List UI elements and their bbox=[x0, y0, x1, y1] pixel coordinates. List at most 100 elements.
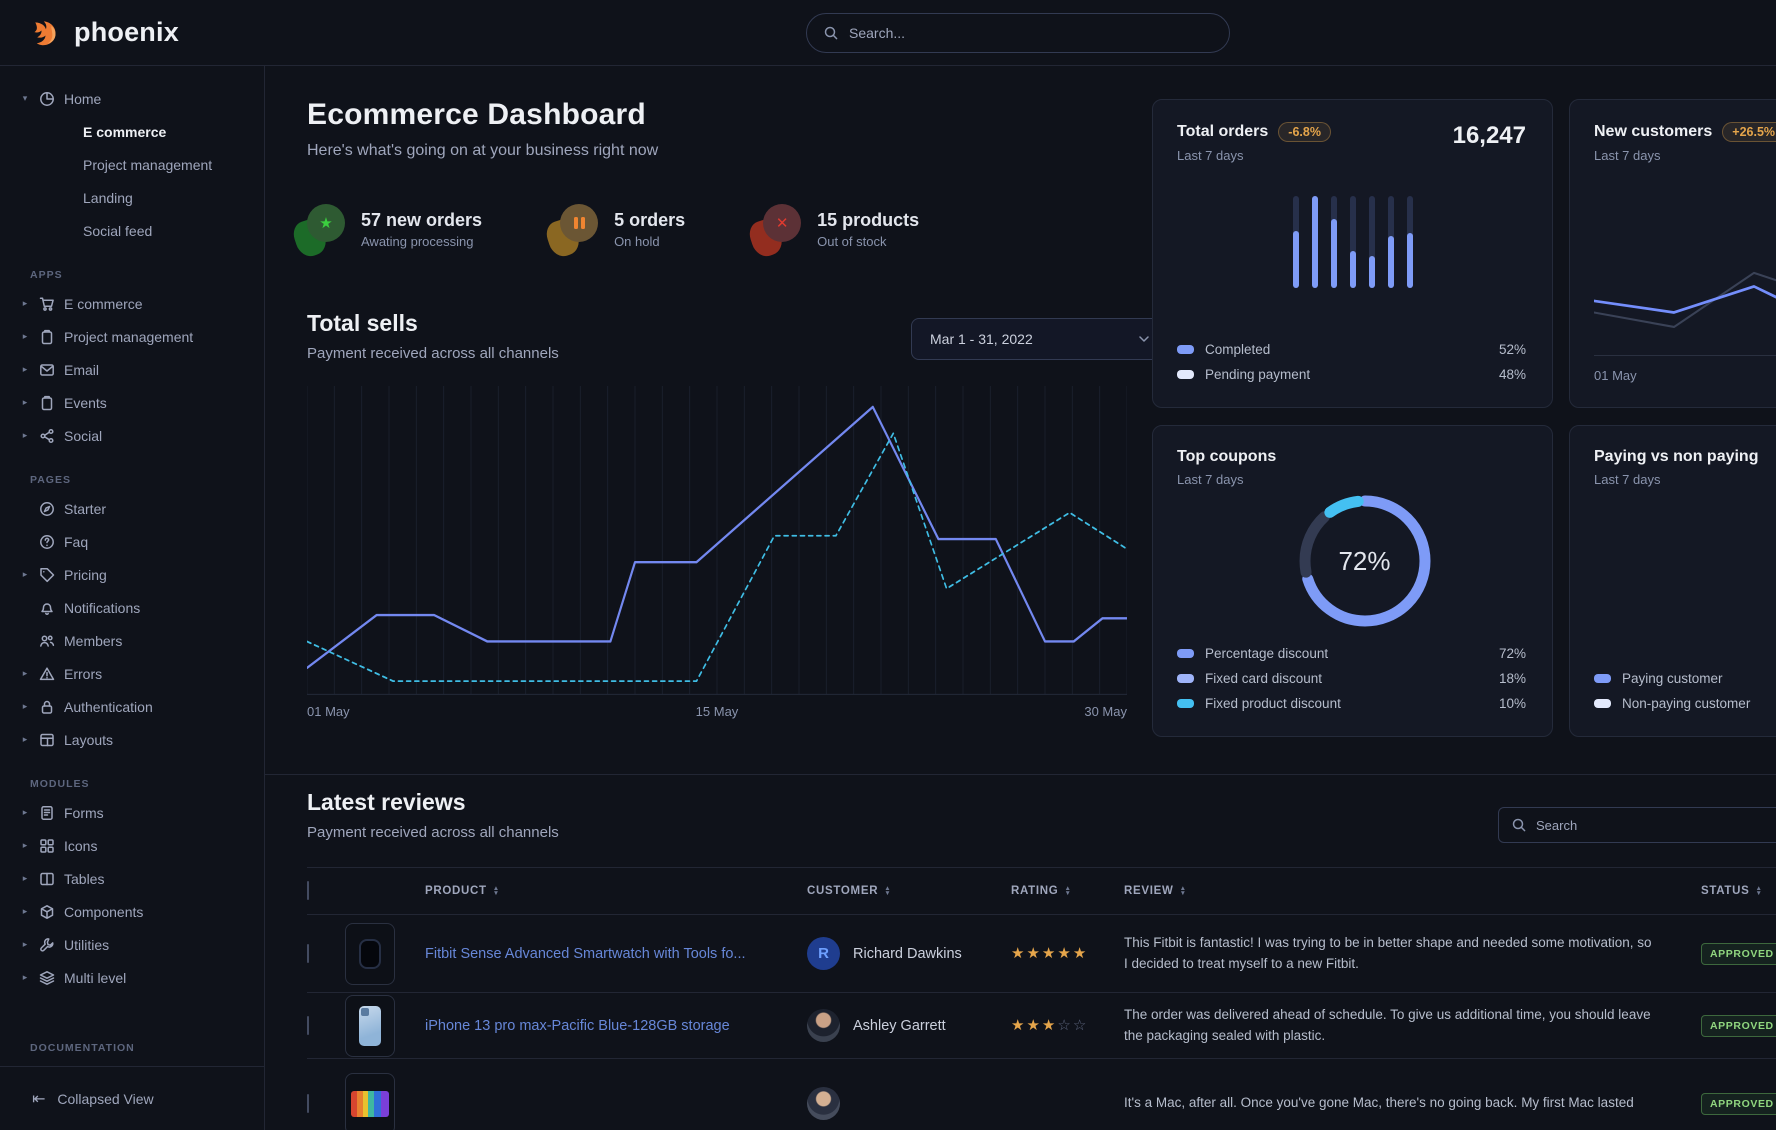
collapsed-view-label: Collapsed View bbox=[57, 1090, 154, 1107]
legend-swatch bbox=[1177, 649, 1194, 658]
stat-subtitle: On hold bbox=[614, 233, 660, 249]
card-legend: Completed 52% Pending payment 48% bbox=[1177, 337, 1526, 387]
brand-name: phoenix bbox=[74, 17, 179, 47]
sidebar-item-e-commerce[interactable]: ▸ E commerce bbox=[20, 287, 246, 320]
collapse-left-icon: ⇤ bbox=[32, 1090, 46, 1108]
sidebar-item-notifications[interactable]: ▸Notifications bbox=[20, 591, 246, 624]
card-paying-vs-non-paying: Paying vs non paying Last 7 days Paying cu… bbox=[1569, 425, 1776, 737]
sidebar-item-project-management[interactable]: Project management bbox=[83, 156, 213, 173]
stat-item: ✕ 15 products Out of stock bbox=[746, 200, 919, 260]
sort-icon[interactable]: ▲ ▼ bbox=[1179, 885, 1187, 897]
caret-right-icon: ▸ bbox=[22, 873, 28, 883]
sidebar-item-e-commerce[interactable]: E commerce bbox=[83, 123, 167, 140]
column-header-rating[interactable]: RATING ▲ ▼ bbox=[1011, 885, 1072, 897]
sort-icon[interactable]: ▲ ▼ bbox=[1064, 885, 1072, 897]
legend-row: Fixed card discount 18% bbox=[1177, 666, 1526, 691]
brand-logo[interactable]: phoenix bbox=[30, 16, 179, 50]
column-header-status[interactable]: STATUS ▲ ▼ bbox=[1701, 885, 1763, 897]
select-all-checkbox[interactable] bbox=[307, 881, 309, 900]
legend-row: Paying customer bbox=[1594, 666, 1776, 691]
card-period: Last 7 days bbox=[1594, 472, 1661, 487]
product-thumbnail[interactable] bbox=[345, 922, 395, 985]
row-checkbox[interactable] bbox=[307, 943, 309, 963]
sidebar-item-home[interactable]: ▾ Home bbox=[20, 82, 246, 115]
sidebar-item-project-management[interactable]: ▸ Project management bbox=[20, 320, 246, 353]
sidebar-item-tables[interactable]: ▸ Tables bbox=[20, 862, 246, 895]
row-checkbox[interactable] bbox=[307, 1015, 309, 1035]
sidebar-item-social-feed[interactable]: Social feed bbox=[83, 222, 153, 239]
caret-down-icon: ▾ bbox=[22, 93, 28, 103]
sidebar-item-utilities[interactable]: ▸ Utilities bbox=[20, 928, 246, 961]
legend-label: Pending payment bbox=[1205, 367, 1311, 382]
sidebar-item-social[interactable]: ▸ Social bbox=[20, 419, 246, 452]
sort-icon[interactable]: ▲ ▼ bbox=[1755, 885, 1763, 897]
top-navbar: phoenix Search... bbox=[0, 0, 1776, 66]
collapsed-view-button[interactable]: ⇤ Collapsed View bbox=[0, 1066, 264, 1130]
sidebar-item-multi-level[interactable]: ▸ Multi level bbox=[20, 961, 246, 994]
product-link[interactable]: Fitbit Sense Advanced Smartwatch with To… bbox=[425, 945, 746, 962]
bar bbox=[1349, 196, 1356, 288]
product-image-macbook bbox=[351, 1090, 389, 1117]
caret-right-icon: ▸ bbox=[22, 668, 28, 678]
sidebar-item-forms[interactable]: ▸ Forms bbox=[20, 796, 246, 829]
column-header-customer[interactable]: CUSTOMER ▲ ▼ bbox=[807, 885, 892, 897]
sidebar-item-members[interactable]: ▸Members bbox=[20, 624, 246, 657]
legend-value: 52% bbox=[1498, 342, 1526, 357]
sort-icon[interactable]: ▲ ▼ bbox=[884, 885, 892, 897]
status-badge: APPROVED ✓ bbox=[1701, 1014, 1776, 1037]
stat-icon: ✕ bbox=[746, 200, 803, 260]
grid-icon bbox=[40, 838, 54, 853]
sidebar-item-events[interactable]: ▸ Events bbox=[20, 386, 246, 419]
pause-icon bbox=[573, 217, 585, 229]
sidebar-item-icons[interactable]: ▸ Icons bbox=[20, 829, 246, 862]
product-link[interactable] bbox=[425, 1096, 455, 1112]
product-thumbnail[interactable] bbox=[345, 1072, 395, 1130]
sort-icon[interactable]: ▲ ▼ bbox=[492, 885, 500, 897]
series-current bbox=[1592, 285, 1776, 314]
column-header-product[interactable]: PRODUCT ▲ ▼ bbox=[425, 885, 500, 897]
sidebar-item-components[interactable]: ▸ Components bbox=[20, 895, 246, 928]
product-thumbnail[interactable] bbox=[345, 994, 395, 1057]
sidebar-item-starter[interactable]: ▸Starter bbox=[20, 492, 246, 525]
customers-line-chart bbox=[1592, 250, 1776, 356]
x-axis-label: 30 May bbox=[1084, 704, 1127, 719]
column-header-review[interactable]: REVIEW ▲ ▼ bbox=[1124, 885, 1187, 897]
sidebar-item-label: Layouts bbox=[64, 731, 114, 748]
legend-row: Non-paying customer bbox=[1594, 691, 1776, 716]
sidebar-item-errors[interactable]: ▸ Errors bbox=[20, 657, 246, 690]
row-checkbox[interactable] bbox=[307, 1093, 309, 1113]
reviews-search-input[interactable]: Search bbox=[1498, 807, 1776, 843]
card-legend: Paying customer Non-paying customer bbox=[1594, 666, 1776, 716]
product-link[interactable]: iPhone 13 pro max-Pacific Blue-128GB sto… bbox=[425, 1017, 730, 1034]
sidebar-item-landing[interactable]: Landing bbox=[83, 189, 133, 206]
stat-icon: ★ bbox=[290, 200, 347, 260]
date-range-value: Mar 1 - 31, 2022 bbox=[930, 331, 1033, 347]
layers-icon bbox=[39, 970, 55, 985]
caret-right-icon: ▸ bbox=[22, 569, 28, 579]
sidebar-item-pricing[interactable]: ▸ Pricing bbox=[20, 558, 246, 591]
global-search-input[interactable]: Search... bbox=[806, 13, 1230, 53]
bar bbox=[1330, 196, 1337, 288]
product-image-iphone bbox=[359, 1005, 381, 1046]
sidebar-item-label: E commerce bbox=[64, 295, 143, 312]
caret-right-icon: ▸ bbox=[22, 939, 28, 949]
page-subtitle: Here's what's going on at your business … bbox=[307, 142, 659, 159]
customer-cell: R Richard Dawkins bbox=[807, 937, 1011, 970]
sidebar-item-label: Authentication bbox=[64, 698, 153, 715]
legend-swatch bbox=[1177, 674, 1194, 683]
legend-swatch bbox=[1177, 345, 1194, 354]
sidebar-item-faq[interactable]: ▸Faq bbox=[20, 525, 246, 558]
sidebar-item-label: Starter bbox=[64, 500, 107, 517]
sidebar-item-email[interactable]: ▸ Email bbox=[20, 353, 246, 386]
sidebar-item-layouts[interactable]: ▸ Layouts bbox=[20, 723, 246, 756]
product-image-watch bbox=[359, 938, 381, 969]
reviews-search-placeholder: Search bbox=[1536, 817, 1578, 833]
review-text: This Fitbit is fantastic! I was trying t… bbox=[1124, 934, 1652, 971]
latest-reviews-header: Latest reviews Payment received across a… bbox=[307, 789, 1776, 843]
stat-subtitle: Out of stock bbox=[817, 233, 887, 249]
sidebar-item-authentication[interactable]: ▸ Authentication bbox=[20, 690, 246, 723]
total-sells-chart bbox=[305, 386, 1129, 698]
date-range-select[interactable]: Mar 1 - 31, 2022 bbox=[911, 318, 1167, 360]
stat-item: ★ 57 new orders Awating processing bbox=[290, 200, 482, 260]
series-solid-blue bbox=[305, 405, 1129, 670]
